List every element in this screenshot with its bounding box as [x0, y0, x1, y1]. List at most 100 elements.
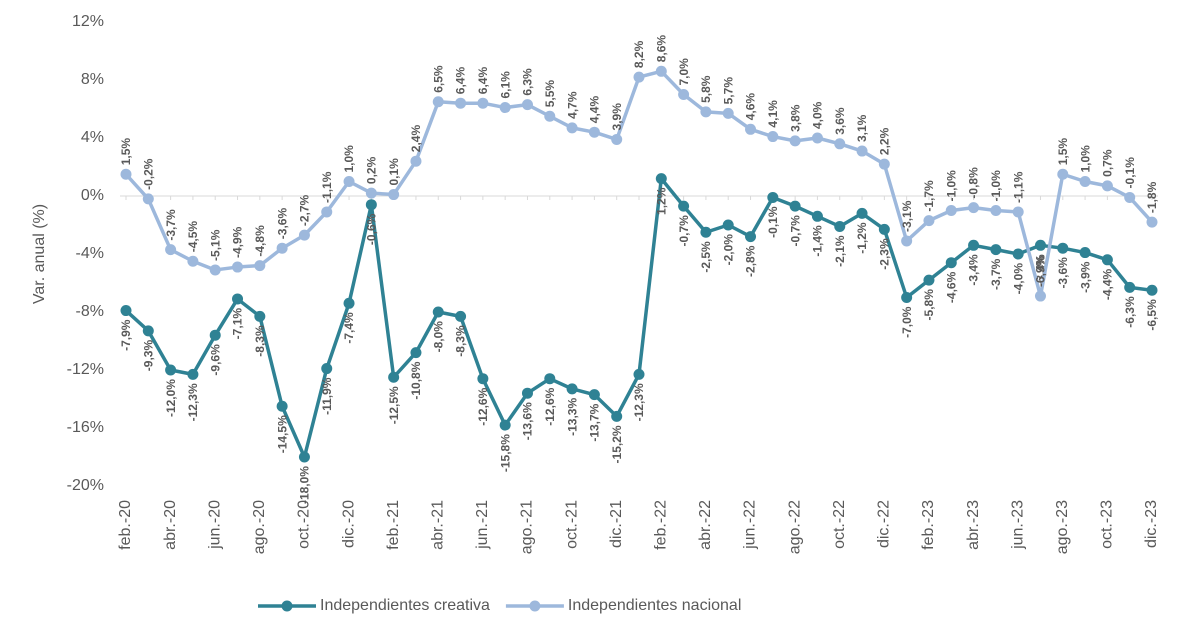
data-label: -2,5% [699, 241, 713, 273]
x-tick-label: abr.-23 [965, 500, 982, 550]
data-label: 6,5% [431, 65, 445, 93]
data-label: -9,3% [141, 340, 155, 372]
data-label: -12,6% [476, 387, 490, 425]
data-label: -3,4% [967, 254, 981, 286]
data-label: -4,4% [1101, 268, 1115, 300]
x-tick-label: oct.-22 [831, 500, 848, 549]
data-label: -3,6% [1056, 257, 1070, 289]
point [789, 200, 801, 212]
data-label: -13,6% [521, 402, 535, 440]
point [990, 244, 1002, 256]
data-label: -1,1% [320, 171, 334, 203]
point [856, 145, 868, 157]
data-label: -4,5% [186, 221, 200, 253]
point [321, 206, 333, 218]
point [923, 215, 935, 227]
x-tick-label: ago.-20 [251, 500, 268, 554]
data-label: -7,4% [342, 312, 356, 344]
point [633, 71, 645, 83]
point [856, 207, 868, 219]
x-tick-label: ago.-22 [786, 500, 803, 554]
data-label: 5,5% [543, 80, 557, 108]
point [678, 89, 690, 100]
point [477, 373, 489, 385]
point [745, 231, 757, 243]
data-label: -0,7% [677, 215, 691, 247]
data-label: -1,4% [811, 225, 825, 257]
data-label: 4,0% [811, 101, 825, 129]
y-tick-label: -12% [67, 361, 104, 378]
x-tick-label: feb.-20 [117, 500, 134, 550]
point [1101, 254, 1113, 266]
x-tick-label: oct.-21 [563, 500, 580, 549]
point [432, 96, 444, 108]
point [968, 202, 980, 214]
data-label: -1,0% [944, 170, 958, 202]
data-label: 5,8% [699, 75, 713, 103]
point [142, 193, 154, 205]
point [521, 99, 533, 111]
data-label: -2,0% [721, 234, 735, 266]
y-tick-label: 12% [72, 13, 104, 30]
point [834, 220, 846, 232]
data-label: -2,7% [298, 194, 312, 226]
legend-marker [281, 600, 293, 612]
data-label: -7,0% [900, 306, 914, 338]
point [410, 347, 422, 359]
point [1034, 290, 1046, 302]
data-label: -13,3% [565, 398, 579, 436]
data-label: 3,6% [833, 107, 847, 135]
data-label: -3,1% [900, 200, 914, 232]
point [343, 176, 355, 187]
data-label: 2,4% [409, 125, 423, 153]
legend-label: Independientes creativa [320, 597, 490, 614]
point [611, 133, 623, 145]
point [232, 293, 244, 305]
x-tick-label: abr.-22 [697, 500, 714, 550]
point [811, 210, 823, 222]
data-label: 3,1% [855, 114, 869, 142]
data-label: -2,3% [878, 238, 892, 270]
data-label: -12,5% [387, 386, 401, 424]
data-label: 1,2% [654, 187, 668, 215]
data-label: -0,6% [365, 213, 379, 245]
x-tick-label: ago.-21 [519, 500, 536, 554]
x-tick-label: abr.-21 [429, 500, 446, 550]
data-label: -3,9% [1078, 261, 1092, 293]
data-label: 4,6% [744, 93, 758, 121]
data-label: 1,5% [119, 138, 133, 166]
point [968, 239, 980, 251]
point [209, 264, 221, 276]
data-label: -4,6% [944, 271, 958, 303]
data-label: -1,2% [855, 222, 869, 254]
x-tick-label: abr.-20 [162, 500, 179, 550]
data-label: -7,9% [119, 319, 133, 351]
x-tick-label: dic.-22 [876, 500, 893, 548]
point [276, 400, 288, 412]
point [878, 223, 890, 235]
point [365, 187, 377, 199]
point [588, 389, 600, 401]
point [343, 297, 355, 309]
x-tick-label: dic.-20 [340, 500, 357, 548]
data-label: 6,4% [476, 67, 490, 95]
point [187, 255, 199, 267]
x-tick-label: feb.-22 [653, 500, 670, 550]
x-tick-label: oct.-23 [1099, 500, 1116, 549]
data-label: -6,3% [1123, 296, 1137, 328]
data-label: 4,4% [588, 96, 602, 124]
data-label: -3,7% [989, 258, 1003, 290]
data-label: 1,0% [1078, 145, 1092, 173]
x-tick-label: dic.-21 [608, 500, 625, 548]
point [655, 173, 667, 185]
point [455, 97, 467, 109]
data-label: 4,1% [766, 100, 780, 128]
y-tick-label: -4% [76, 245, 104, 262]
point [700, 106, 712, 118]
data-label: -3,7% [164, 209, 178, 241]
point [678, 200, 690, 212]
point [388, 189, 400, 201]
point [700, 226, 712, 238]
data-label: -14,5% [275, 415, 289, 453]
